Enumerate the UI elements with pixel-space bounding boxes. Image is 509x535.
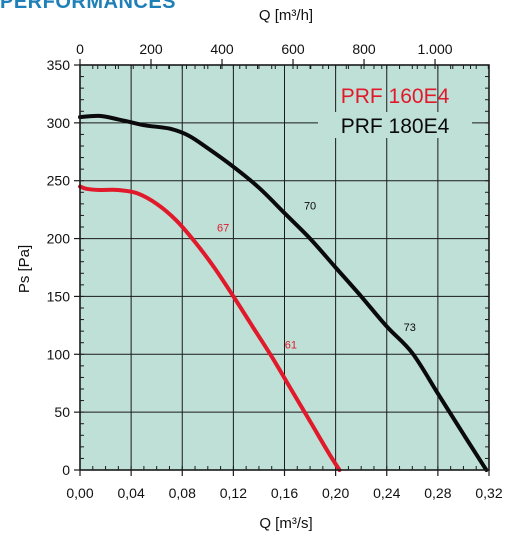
x-tick-label: 0,00	[66, 485, 93, 501]
plot-border	[79, 64, 490, 471]
plot-frame	[79, 64, 490, 471]
y-tick-label: 250	[47, 173, 71, 189]
page-heading: PERFORMANCES	[0, 0, 177, 13]
y-tick-label: 300	[47, 115, 71, 131]
top-tick-label: 600	[281, 41, 305, 57]
top-tick-label: 200	[139, 41, 163, 57]
y-tick-label: 100	[47, 346, 71, 362]
x-tick-label: 0,08	[169, 485, 196, 501]
x-tick-label: 0,32	[475, 485, 502, 501]
y-axis-title: Ps [Pa]	[16, 245, 33, 293]
curve-annotation: 61	[285, 340, 297, 352]
x-tick-label: 0,12	[220, 485, 247, 501]
y-tick-label: 350	[47, 57, 71, 73]
y-tick-label: 0	[62, 462, 70, 478]
top-tick-label: 400	[210, 41, 234, 57]
legend-label-bg	[318, 112, 472, 138]
legend-entry-prf-180e4: PRF 180E4	[341, 115, 450, 138]
curve-annotation: 73	[404, 322, 416, 334]
x-tick-label: 0,24	[373, 485, 400, 501]
curve-annotation: 67	[217, 223, 229, 235]
x-tick-label: 0,04	[118, 485, 145, 501]
top-tick-label: 1.000	[418, 41, 453, 57]
x-axis-title: Q [m³/s]	[259, 515, 312, 532]
curve-prf-180e4	[78, 113, 489, 472]
y-tick-label: 150	[47, 288, 71, 304]
chart-curves	[78, 113, 489, 472]
legend-entry-prf-160e4: PRF 160E4	[341, 85, 450, 108]
x-tick-label: 0,28	[424, 485, 451, 501]
y-tick-label: 50	[54, 404, 70, 420]
top-tick-label: 0	[76, 41, 84, 57]
top-axis-title: Q [m³/h]	[259, 7, 313, 24]
chart-legend: PRF 160E4 PRF 180E4	[318, 85, 472, 138]
curve-prf-160e4	[78, 184, 342, 472]
x-tick-label: 0,16	[271, 485, 298, 501]
top-tick-label: 800	[352, 41, 376, 57]
y-tick-label: 200	[47, 231, 71, 247]
curve-annotation: 70	[304, 201, 316, 213]
x-tick-label: 0,20	[322, 485, 349, 501]
